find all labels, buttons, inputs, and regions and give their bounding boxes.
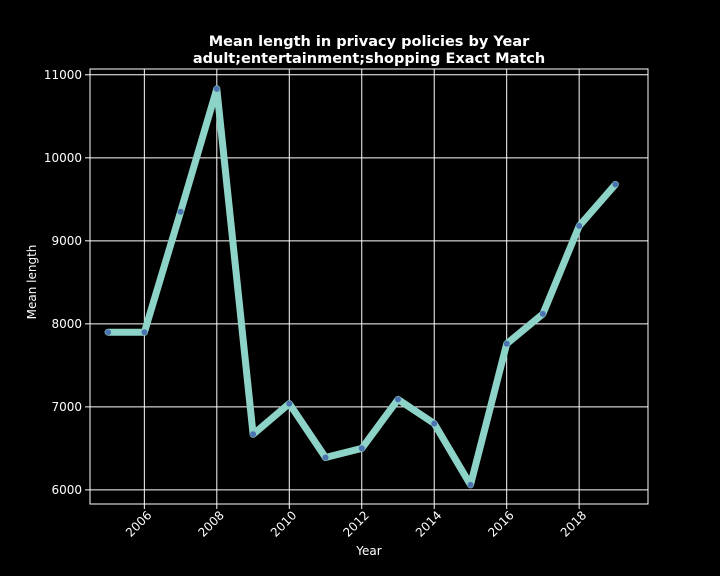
data-point — [539, 310, 546, 317]
data-point — [322, 454, 329, 461]
y-axis-label: Mean length — [25, 245, 39, 320]
data-point — [576, 222, 583, 229]
x-tick-label: 2014 — [413, 508, 444, 539]
plot-frame — [89, 68, 649, 505]
data-point — [612, 181, 619, 188]
x-tick-label: 2012 — [340, 508, 371, 539]
chart-subtitle: adult;entertainment;shopping Exact Match — [193, 51, 545, 67]
data-point — [467, 481, 474, 488]
x-tick-label: 2010 — [268, 508, 299, 539]
data-point — [105, 329, 112, 336]
data-point — [503, 340, 510, 347]
data-point — [431, 420, 438, 427]
x-axis-label: Year — [355, 544, 381, 558]
data-point — [250, 431, 257, 438]
y-axis: 6000 7000 8000 9000 10000 11000 — [44, 68, 90, 497]
x-tick-label: 2008 — [195, 508, 226, 539]
y-tick-label: 7000 — [51, 400, 82, 414]
y-tick-label: 11000 — [44, 68, 82, 82]
x-tick-label: 2018 — [558, 508, 589, 539]
data-point — [141, 329, 148, 336]
x-tick-label: 2016 — [485, 508, 516, 539]
y-tick-label: 10000 — [44, 151, 82, 165]
marker-layer — [105, 85, 619, 488]
data-point — [177, 208, 184, 215]
data-point — [358, 445, 365, 452]
y-tick-label: 9000 — [51, 234, 82, 248]
y-tick-label: 6000 — [51, 483, 82, 497]
chart-title: Mean length in privacy policies by Year — [209, 34, 530, 50]
data-point — [286, 400, 293, 407]
grid — [90, 69, 648, 504]
data-point — [395, 396, 401, 403]
x-axis: 2006 2008 2010 2012 2014 2016 2018 — [123, 504, 589, 540]
y-tick-label: 8000 — [51, 317, 82, 331]
x-tick-label: 2006 — [123, 508, 154, 539]
data-point — [213, 85, 220, 92]
